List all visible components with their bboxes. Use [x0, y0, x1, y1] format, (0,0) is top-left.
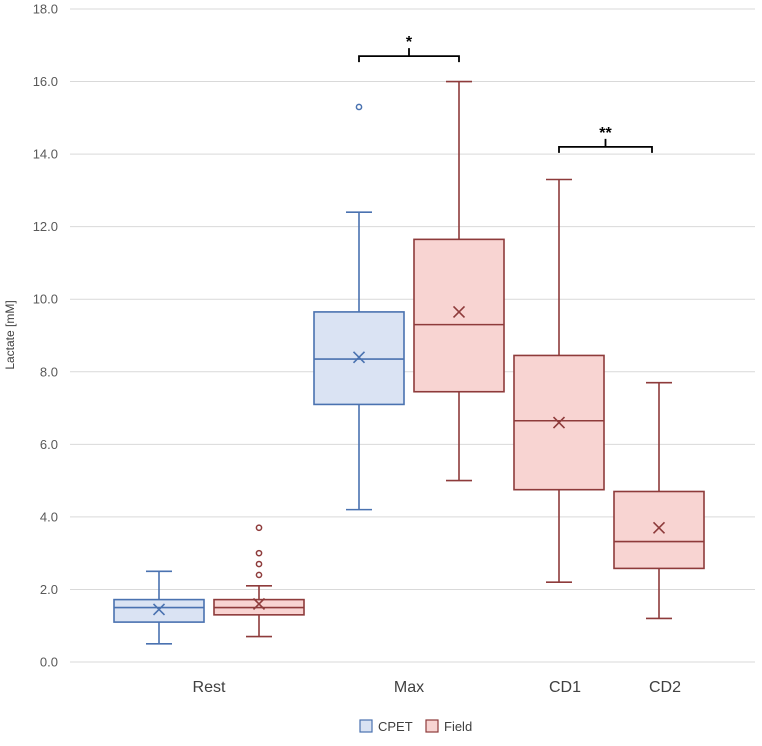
box-cpet-max: [313, 103, 405, 511]
y-tick-label: 8.0: [40, 364, 58, 379]
y-tick-label: 2.0: [40, 582, 58, 597]
y-tick-label: 18.0: [33, 2, 58, 17]
mean-marker: [152, 603, 166, 616]
outlier-point: [255, 524, 263, 532]
y-tick-label: 14.0: [33, 147, 58, 162]
y-tick-label: 12.0: [33, 219, 58, 234]
legend-item-cpet: CPET: [359, 719, 413, 734]
box-iqr: [413, 238, 505, 393]
legend-item-field: Field: [425, 719, 472, 734]
legend-swatch: [359, 719, 373, 733]
x-category-label: CD1: [549, 679, 581, 696]
x-category-label: CD2: [649, 679, 681, 696]
significance-brackets: ***: [358, 34, 653, 153]
significance-bracket: **: [558, 125, 653, 153]
x-axis-categories: Rest Max CD1 CD2: [193, 679, 682, 696]
mean-marker: [452, 305, 466, 318]
legend-label: CPET: [378, 719, 413, 734]
y-tick-label: 6.0: [40, 437, 58, 452]
box-iqr: [613, 490, 705, 570]
significance-bracket: *: [358, 34, 460, 63]
mean-marker: [552, 416, 566, 429]
outlier-point: [355, 103, 363, 111]
bracket-line: [358, 48, 460, 63]
box-field-cd1: [513, 178, 605, 583]
box-series: [113, 80, 705, 645]
significance-label: **: [599, 125, 612, 142]
outlier-point: [255, 549, 263, 557]
legend-swatch: [425, 719, 439, 733]
legend-label: Field: [444, 719, 472, 734]
mean-marker: [352, 351, 366, 364]
outlier-point: [255, 560, 263, 568]
legend: CPET Field: [359, 719, 472, 734]
box-field-rest: [213, 524, 305, 638]
x-category-label: Max: [394, 679, 424, 696]
y-tick-label: 4.0: [40, 509, 58, 524]
significance-label: *: [406, 34, 413, 51]
y-axis-ticks: 0.0 2.0 4.0 6.0 8.0 10.0 12.0 14.0 16.0 18.0: [33, 2, 58, 670]
box-iqr: [113, 598, 205, 623]
box-cpet-rest: [113, 570, 205, 645]
y-tick-label: 16.0: [33, 74, 58, 89]
box-field-max: [413, 80, 505, 482]
y-axis-title: Lactate [mM]: [3, 300, 17, 369]
outlier-point: [255, 571, 263, 579]
bracket-line: [558, 138, 653, 153]
gridlines: [70, 8, 755, 663]
y-tick-label: 10.0: [33, 292, 58, 307]
mean-marker: [652, 521, 666, 534]
box-field-cd2: [613, 381, 705, 620]
y-tick-label: 0.0: [40, 655, 58, 670]
mean-marker: [252, 597, 266, 611]
x-category-label: Rest: [193, 679, 226, 696]
